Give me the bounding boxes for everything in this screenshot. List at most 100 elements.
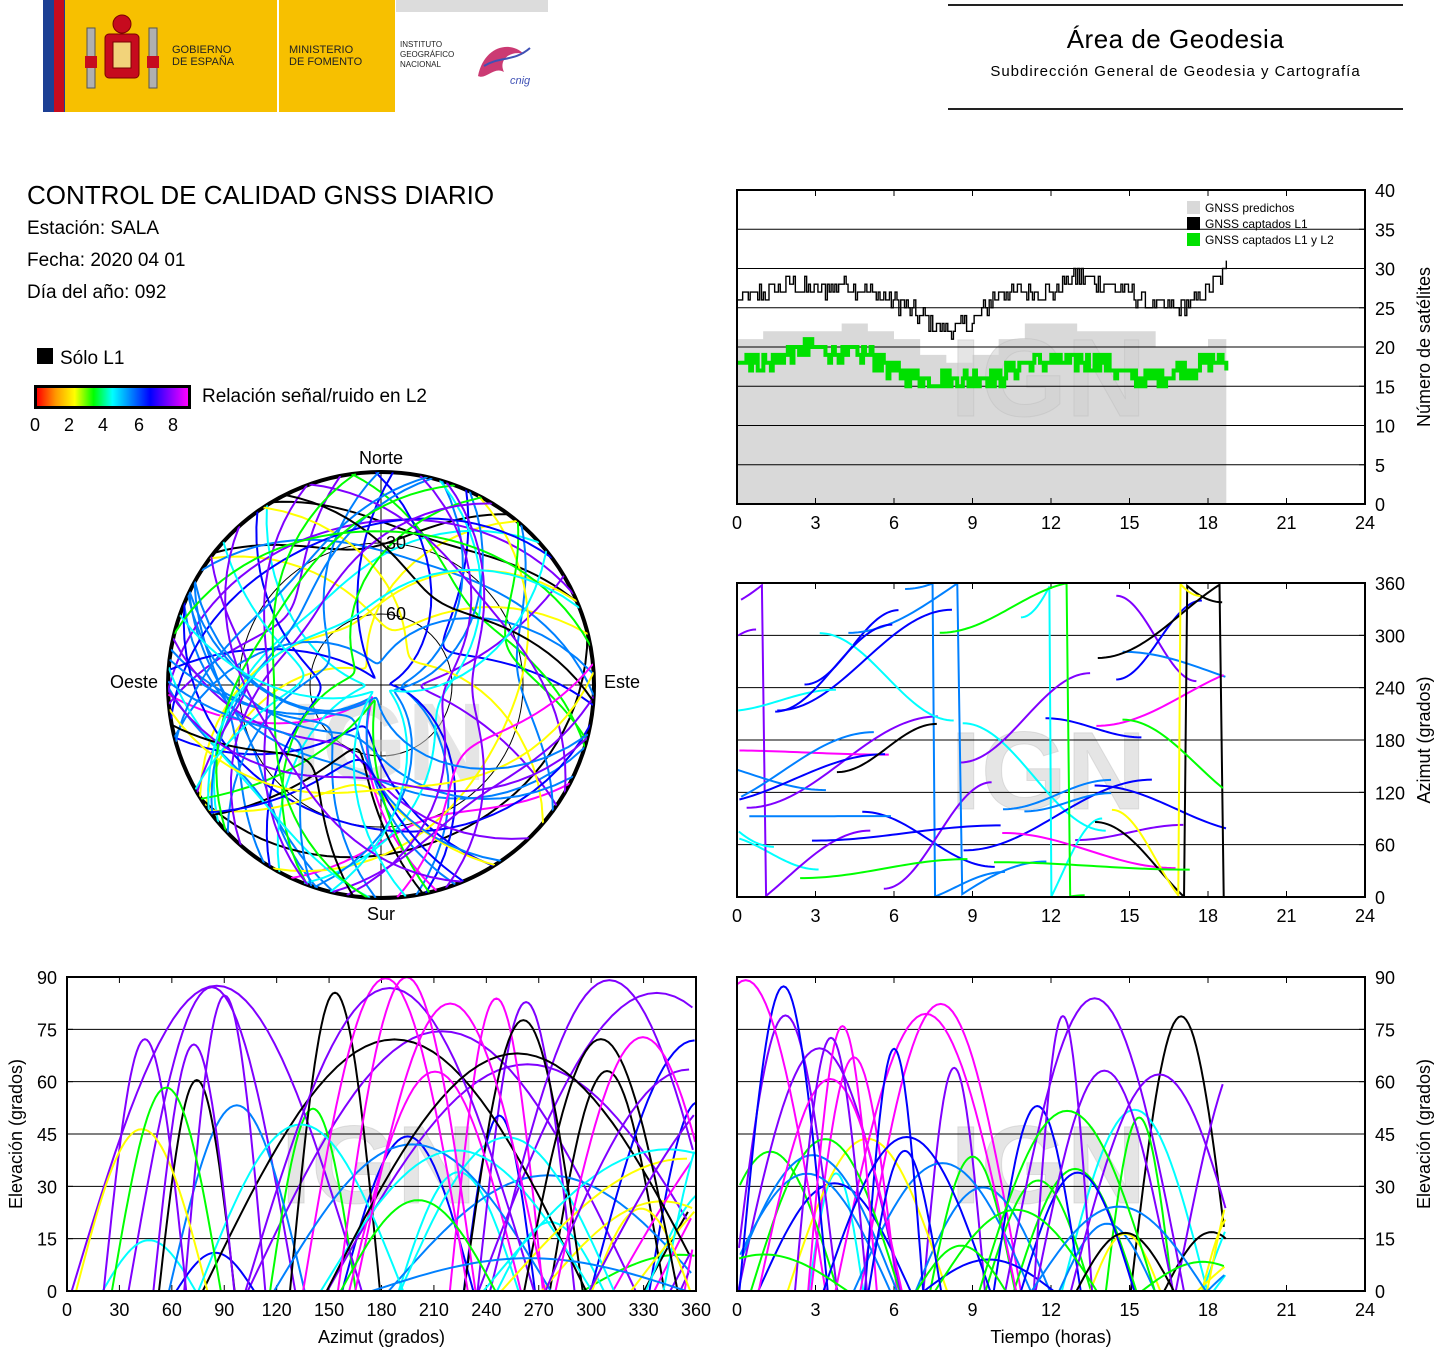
elaz-track	[540, 1200, 693, 1291]
elt-track	[1013, 1167, 1138, 1291]
y-tick-label: 30	[1375, 260, 1395, 280]
sky-track	[210, 477, 433, 816]
elaz-track	[348, 1070, 522, 1291]
x-tick-label: 150	[314, 1300, 344, 1320]
cbar-tick: 2	[64, 415, 75, 435]
azimuth-track	[1111, 583, 1201, 897]
watermark-text: IGN	[291, 681, 487, 804]
sky-track	[272, 494, 530, 873]
x-tick-label: 330	[629, 1300, 659, 1320]
x-tick-label: 9	[967, 513, 977, 533]
azimuth-track	[883, 781, 992, 890]
azimuth-track	[905, 583, 1006, 897]
sky-track	[396, 663, 594, 898]
plot-frame	[736, 189, 1366, 505]
elaz-track	[387, 1174, 692, 1291]
x-tick-label: 21	[1276, 906, 1296, 926]
area-top-rule	[948, 4, 1403, 6]
sky-track	[182, 602, 592, 833]
y-tick-label: 0	[1375, 888, 1385, 908]
azimuth-track	[1096, 674, 1225, 727]
elt-track	[922, 1066, 986, 1291]
cbar-tick: 0	[30, 415, 41, 435]
y-tick-label: 240	[1375, 679, 1405, 699]
legend-entry: GNSS captados L1	[1205, 217, 1308, 231]
x-tick-label: 210	[419, 1300, 449, 1320]
x-tick-label: 24	[1355, 1300, 1375, 1320]
y-axis-label: Elevación (grados)	[1414, 1059, 1434, 1209]
sky-track	[168, 671, 594, 795]
cbar-tick: 8	[168, 415, 179, 435]
y-tick-label: 0	[47, 1282, 57, 1302]
watermark-text: IGN	[281, 1104, 477, 1227]
y-tick-label: 90	[1375, 968, 1395, 988]
elaz-track	[244, 986, 535, 1291]
sky-track	[168, 518, 575, 691]
elt-track	[915, 1244, 1007, 1291]
y-tick-label: 25	[1375, 299, 1395, 319]
elaz-track	[326, 1063, 689, 1291]
y-tick-label: 90	[37, 968, 57, 988]
min-text: MINISTERIO DE FOMENTO	[289, 44, 362, 68]
azimuth-track	[737, 768, 826, 792]
azimuth-track	[738, 837, 819, 871]
elaz-track	[341, 1135, 475, 1291]
elt-track	[1030, 1205, 1207, 1291]
x-tick-label: 6	[889, 513, 899, 533]
sky-track	[207, 568, 581, 811]
sky-track	[171, 724, 355, 897]
cnig-text: cnig	[510, 75, 531, 87]
x-tick-label: 18	[1198, 513, 1218, 533]
doy-label: Día del año: 092	[27, 282, 167, 303]
sky-track	[193, 581, 265, 864]
elt-track	[978, 1109, 1156, 1291]
sky-track	[168, 689, 589, 793]
elt-track	[914, 1186, 1051, 1291]
sky-track	[168, 475, 342, 705]
gov-line1: GOBIERNO	[172, 44, 232, 56]
elaz-track	[662, 1151, 696, 1291]
azimuth-track	[777, 608, 952, 712]
y-tick-label: 75	[1375, 1020, 1395, 1040]
elt-track	[807, 1024, 878, 1291]
elt-track	[934, 1208, 1098, 1291]
x-axis-label: Tiempo (horas)	[990, 1327, 1111, 1347]
elaz-track	[482, 1148, 696, 1291]
ministerio-logo: MINISTERIO DE FOMENTO	[279, 0, 395, 112]
ign-line1: INSTITUTO	[400, 40, 443, 49]
elaz-track	[679, 1272, 690, 1291]
station-label: Estación: SALA	[27, 218, 160, 239]
elaz-track	[75, 1128, 209, 1291]
y-tick-label: 45	[1375, 1125, 1395, 1145]
x-tick-label: 0	[732, 513, 742, 533]
elaz-track	[588, 1114, 695, 1291]
legend-swatch	[1187, 217, 1200, 230]
cbar-tick: 4	[98, 415, 109, 435]
elt-track	[794, 1036, 868, 1291]
gov-text: GOBIERNO DE ESPAÑA	[172, 44, 234, 68]
south-label: Sur	[367, 904, 395, 924]
ign-text: INSTITUTO GEOGRÁFICO NACIONAL	[400, 40, 454, 70]
y-tick-label: 15	[1375, 1230, 1395, 1250]
x-tick-label: 240	[471, 1300, 501, 1320]
elt-track	[738, 1253, 848, 1291]
sky-track	[284, 493, 594, 703]
cnig-logo-icon: cnig	[478, 46, 531, 87]
y-tick-label: 300	[1375, 626, 1405, 646]
elaz-track	[269, 1107, 357, 1291]
azimuth-track	[1002, 778, 1112, 811]
sky-track	[194, 541, 305, 790]
area-title: Área de Geodesia	[1066, 24, 1285, 54]
watermark-text: IGN	[951, 710, 1147, 833]
legend-entry: GNSS captados L1 y L2	[1205, 233, 1334, 247]
elaz-track	[489, 979, 694, 1291]
x-tick-label: 12	[1041, 906, 1061, 926]
elaz-track	[589, 1039, 695, 1291]
elaz-track	[354, 1002, 547, 1291]
sky-track	[168, 686, 336, 894]
x-tick-label: 6	[889, 906, 899, 926]
elaz-track	[302, 977, 469, 1291]
x-tick-label: 120	[262, 1300, 292, 1320]
area-subtitle: Subdirección General de Geodesia y Carto…	[990, 63, 1361, 80]
